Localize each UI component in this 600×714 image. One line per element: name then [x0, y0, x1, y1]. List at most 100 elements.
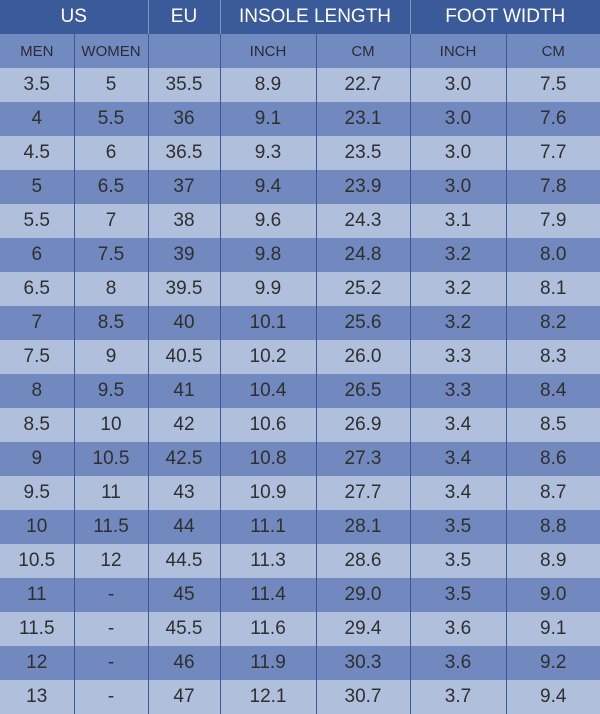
cell-width-cm: 8.5 [505, 408, 600, 442]
cell-insole-inch: 11.4 [219, 578, 316, 612]
cell-us-men: 5 [0, 170, 74, 204]
cell-insole-cm: 24.8 [315, 238, 411, 272]
cell-eu: 35.5 [147, 68, 220, 102]
cell-insole-cm: 23.5 [315, 136, 411, 170]
cell-insole-cm: 27.7 [315, 476, 411, 510]
cell-us-women: 6.5 [73, 170, 148, 204]
cell-us-men: 9 [0, 442, 74, 476]
cell-eu: 42 [147, 408, 220, 442]
cell-insole-inch: 10.4 [219, 374, 316, 408]
cell-width-inch: 3.2 [409, 272, 507, 306]
cell-width-inch: 3.5 [409, 510, 507, 544]
cell-width-inch: 3.4 [409, 442, 507, 476]
cell-us-women: 11 [73, 476, 148, 510]
table-row: 4.5 6 36.5 9.3 23.5 3.0 7.7 [0, 136, 600, 170]
cell-insole-inch: 10.9 [219, 476, 316, 510]
cell-width-cm: 8.6 [505, 442, 600, 476]
cell-width-cm: 8.2 [505, 306, 600, 340]
cell-eu: 42.5 [147, 442, 220, 476]
table-row: 10 11.5 44 11.1 28.1 3.5 8.8 [0, 510, 600, 544]
cell-eu: 38 [147, 204, 220, 238]
cell-eu: 44 [147, 510, 220, 544]
sub-header-row: MEN WOMEN INCH CM INCH CM [0, 34, 600, 68]
cell-width-inch: 3.0 [409, 68, 507, 102]
subheader-width-cm: CM [505, 34, 600, 68]
cell-us-men: 9.5 [0, 476, 74, 510]
table-row: 7.5 9 40.5 10.2 26.0 3.3 8.3 [0, 340, 600, 374]
cell-us-men: 4.5 [0, 136, 74, 170]
cell-width-cm: 9.1 [505, 612, 600, 646]
cell-eu: 45.5 [147, 612, 220, 646]
cell-insole-cm: 29.4 [315, 612, 411, 646]
cell-eu: 39.5 [147, 272, 220, 306]
cell-us-men: 6 [0, 238, 74, 272]
cell-width-inch: 3.4 [409, 408, 507, 442]
cell-width-inch: 3.7 [409, 680, 507, 714]
cell-us-women: 5 [73, 68, 148, 102]
cell-eu: 44.5 [147, 544, 220, 578]
cell-us-men: 7.5 [0, 340, 74, 374]
cell-us-women: 10.5 [73, 442, 148, 476]
table-row: 12-46 11.9 30.3 3.6 9.2 [0, 646, 600, 680]
cell-us-men: 6.5 [0, 272, 74, 306]
cell-us-men: 8 [0, 374, 74, 408]
subheader-insole-inch: INCH [219, 34, 316, 68]
cell-us-men: 7 [0, 306, 74, 340]
cell-insole-inch: 12.1 [219, 680, 316, 714]
cell-insole-inch: 10.1 [219, 306, 316, 340]
cell-width-inch: 3.3 [409, 374, 507, 408]
table-row: 10.5 12 44.5 11.3 28.6 3.5 8.9 [0, 544, 600, 578]
cell-us-women: 5.5 [73, 102, 148, 136]
cell-insole-inch: 11.6 [219, 612, 316, 646]
cell-us-men: 11 [0, 578, 74, 612]
cell-eu: 37 [147, 170, 220, 204]
cell-width-inch: 3.0 [409, 102, 507, 136]
table-row: 6 7.5 39 9.8 24.8 3.2 8.0 [0, 238, 600, 272]
cell-eu: 39 [147, 238, 220, 272]
cell-insole-inch: 10.2 [219, 340, 316, 374]
cell-us-women: 12 [73, 544, 148, 578]
cell-eu: 36.5 [147, 136, 220, 170]
cell-width-inch: 3.6 [409, 612, 507, 646]
cell-insole-cm: 22.7 [315, 68, 411, 102]
cell-insole-cm: 25.6 [315, 306, 411, 340]
group-header-row: US EU INSOLE LENGTH FOOT WIDTH [0, 0, 600, 34]
cell-us-women: 8 [73, 272, 148, 306]
cell-us-men: 13 [0, 680, 74, 714]
header-insole-length: INSOLE LENGTH [219, 0, 411, 34]
cell-us-men: 3.5 [0, 68, 74, 102]
cell-width-inch: 3.2 [409, 238, 507, 272]
cell-us-women: 6 [73, 136, 148, 170]
cell-eu: 46 [147, 646, 220, 680]
table-row: 4 5.5 36 9.1 23.1 3.0 7.6 [0, 102, 600, 136]
table-row: 8.5 10 42 10.6 26.9 3.4 8.5 [0, 408, 600, 442]
table-row: 9 10.5 42.5 10.8 27.3 3.4 8.6 [0, 442, 600, 476]
cell-insole-cm: 24.3 [315, 204, 411, 238]
cell-insole-cm: 29.0 [315, 578, 411, 612]
cell-width-inch: 3.1 [409, 204, 507, 238]
cell-us-men: 12 [0, 646, 74, 680]
cell-us-men: 10 [0, 510, 74, 544]
header-foot-width: FOOT WIDTH [409, 0, 600, 34]
cell-width-cm: 8.8 [505, 510, 600, 544]
cell-us-men: 10.5 [0, 544, 74, 578]
cell-eu: 47 [147, 680, 220, 714]
table-row: 7 8.5 40 10.1 25.6 3.2 8.2 [0, 306, 600, 340]
cell-insole-inch: 10.8 [219, 442, 316, 476]
cell-width-inch: 3.0 [409, 170, 507, 204]
subheader-width-inch: INCH [409, 34, 507, 68]
cell-us-women: 9 [73, 340, 148, 374]
cell-width-cm: 8.9 [505, 544, 600, 578]
cell-width-cm: 8.3 [505, 340, 600, 374]
cell-us-women: 7 [73, 204, 148, 238]
cell-width-inch: 3.0 [409, 136, 507, 170]
cell-insole-cm: 26.5 [315, 374, 411, 408]
table-row: 11.5-45.5 11.6 29.4 3.6 9.1 [0, 612, 600, 646]
cell-us-women: 8.5 [73, 306, 148, 340]
cell-us-women: 10 [73, 408, 148, 442]
cell-us-men: 4 [0, 102, 74, 136]
cell-width-inch: 3.6 [409, 646, 507, 680]
cell-us-men: 8.5 [0, 408, 74, 442]
cell-width-cm: 7.5 [505, 68, 600, 102]
table-row: 8 9.5 41 10.4 26.5 3.3 8.4 [0, 374, 600, 408]
